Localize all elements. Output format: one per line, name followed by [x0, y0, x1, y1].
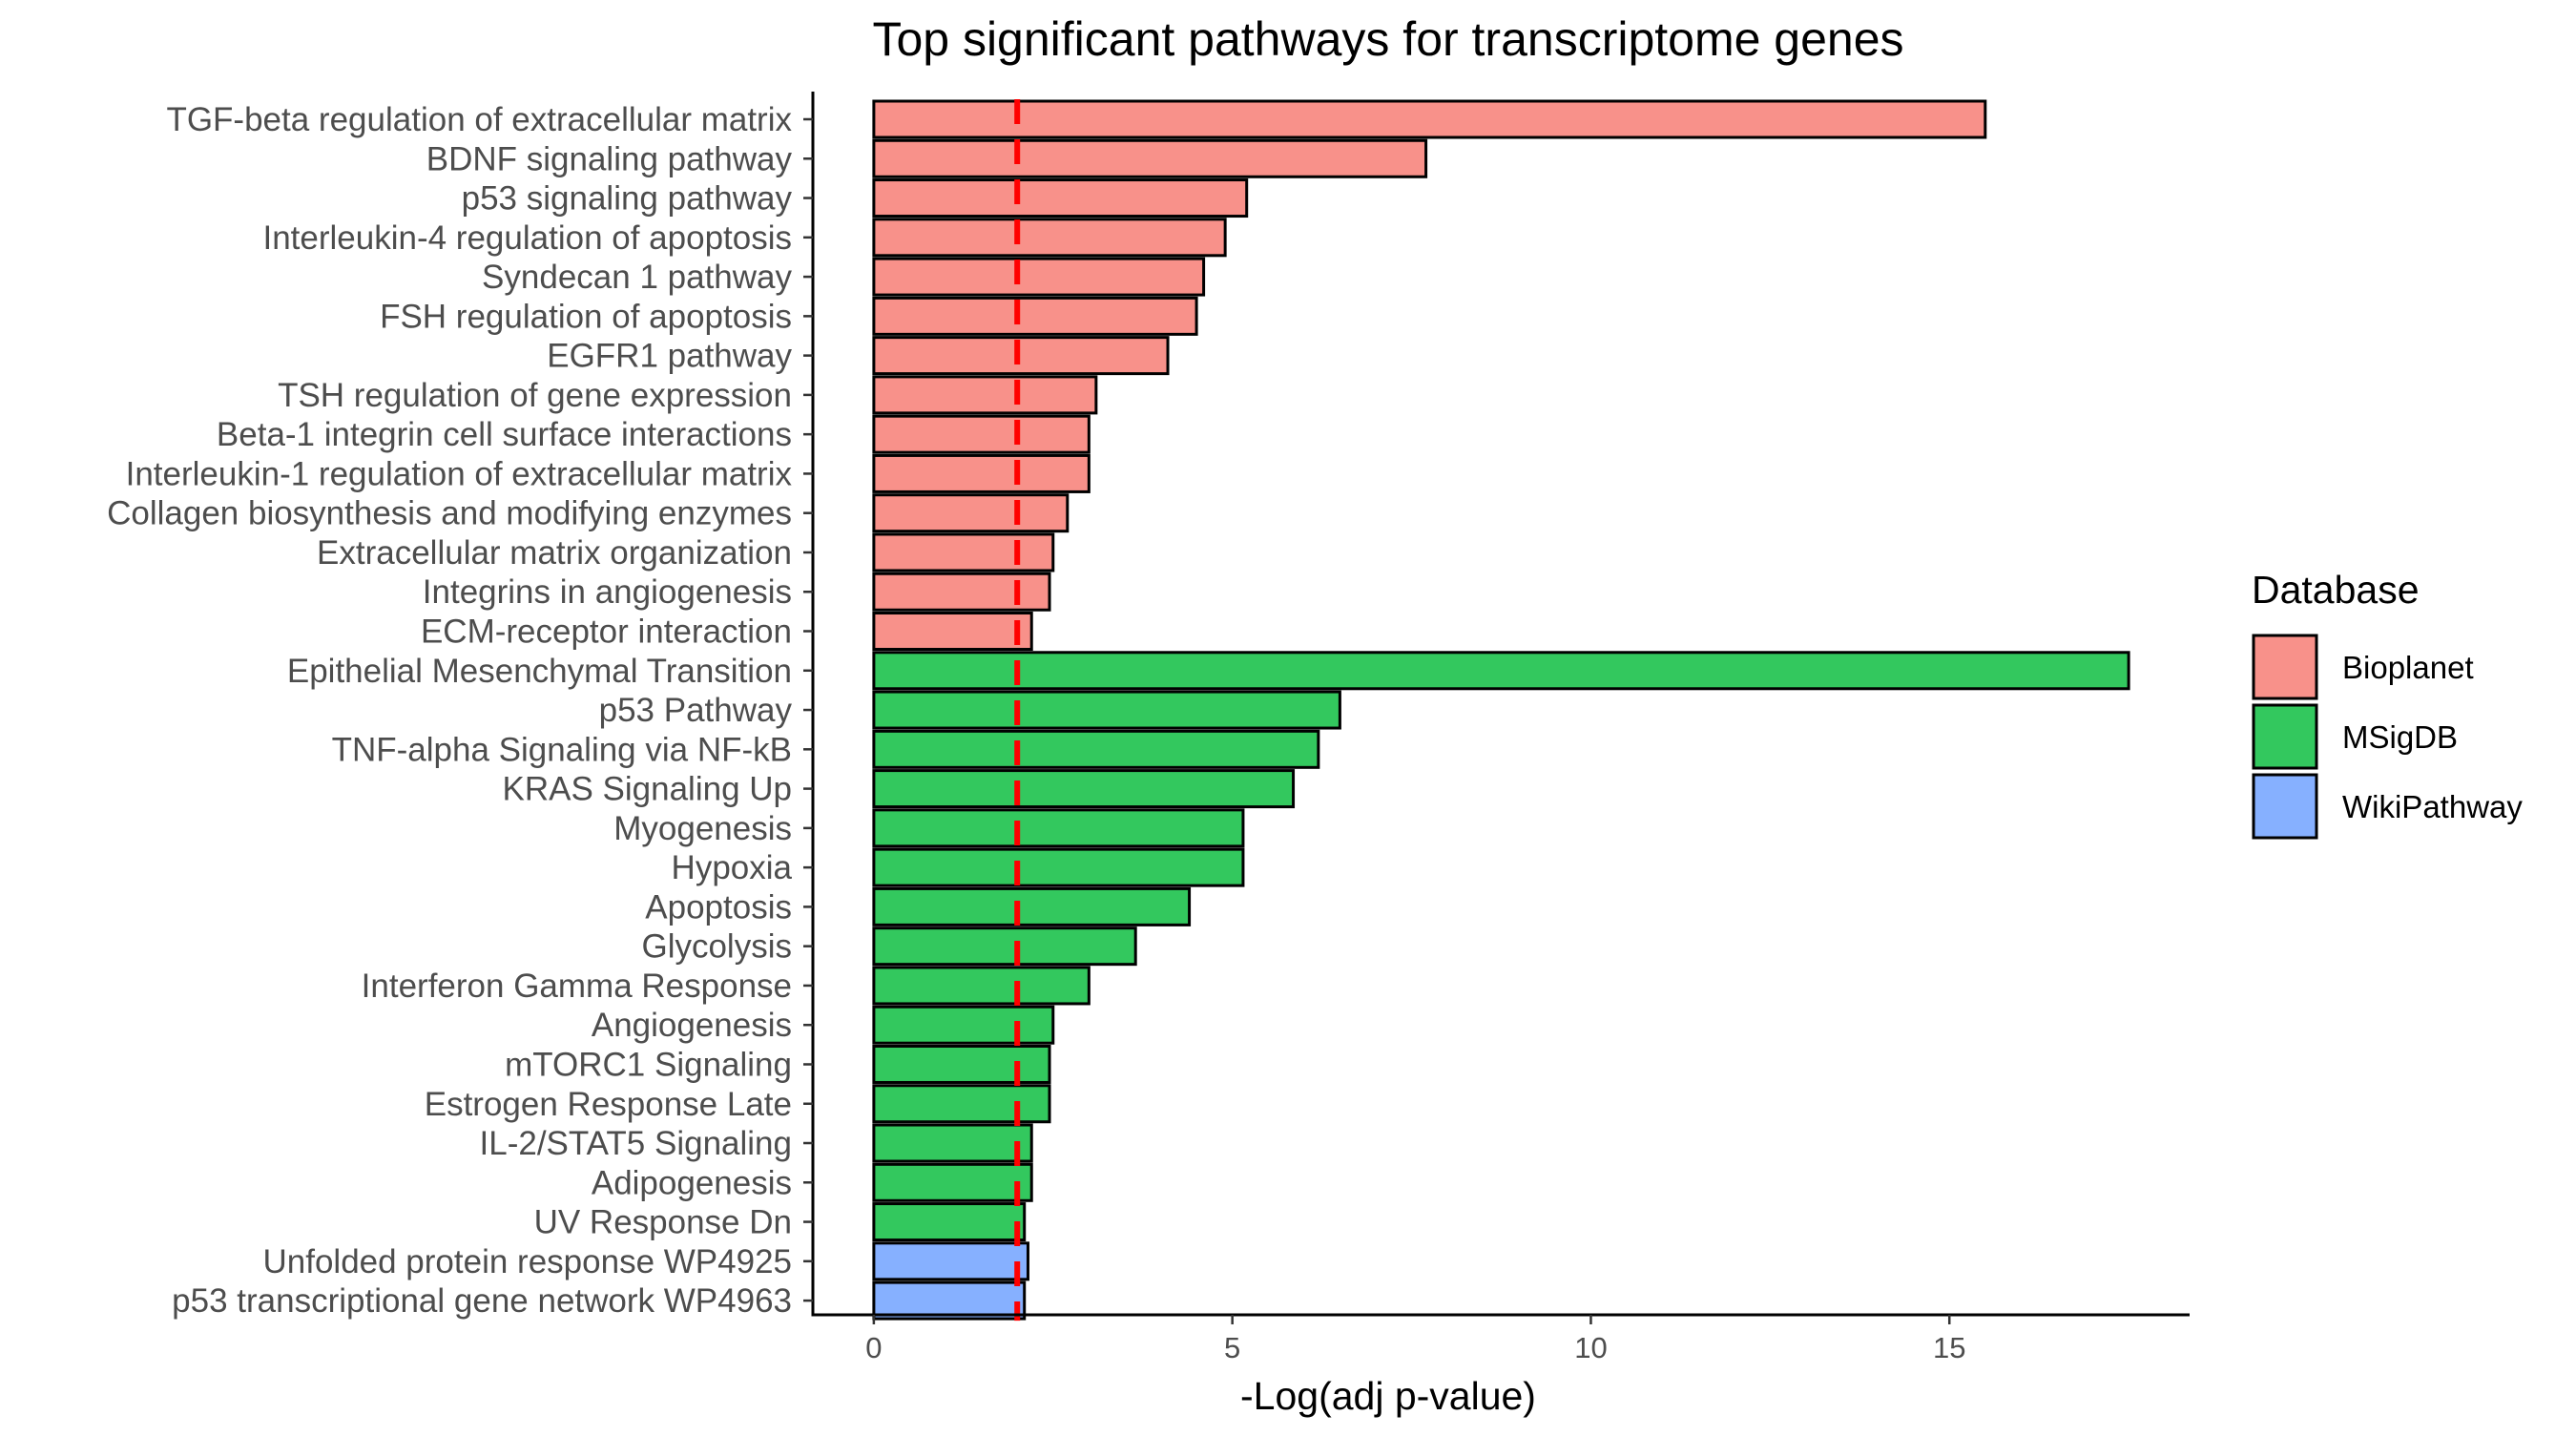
bar	[872, 453, 1091, 493]
y-tick-label: TNF-alpha Signaling via NF-kB	[332, 731, 792, 768]
y-tick-label: TSH regulation of gene expression	[278, 377, 792, 414]
y-tick-label: Interferon Gamma Response	[362, 968, 792, 1005]
bar	[872, 769, 1296, 809]
legend-swatch	[2252, 703, 2318, 770]
bar	[872, 1241, 1029, 1281]
bar	[872, 612, 1033, 652]
y-tick-label: Unfolded protein response WP4925	[262, 1243, 792, 1280]
legend-label: WikiPathway	[2342, 789, 2523, 824]
y-tick-label: Extracellular matrix organization	[317, 534, 792, 572]
bar	[872, 375, 1098, 415]
bar	[872, 886, 1192, 926]
bar	[872, 847, 1245, 887]
legend-label: MSigDB	[2342, 719, 2458, 755]
y-tick-label: FSH regulation of apoptosis	[380, 298, 792, 335]
bar	[872, 1044, 1051, 1084]
x-tick-label: 5	[1224, 1331, 1240, 1364]
y-tick-label: EGFR1 pathway	[547, 338, 792, 375]
bar	[872, 178, 1249, 219]
bar	[872, 138, 1428, 178]
bar	[872, 651, 2130, 691]
bar	[872, 690, 1341, 730]
y-tick-label: p53 transcriptional gene network WP4963	[172, 1282, 792, 1320]
y-tick-label: ECM-receptor interaction	[421, 614, 792, 651]
y-tick-label: Myogenesis	[613, 810, 792, 847]
x-tick-label: 10	[1574, 1331, 1607, 1364]
legend-swatch	[2252, 773, 2318, 840]
bar	[872, 493, 1070, 533]
bar	[872, 336, 1170, 376]
bar	[872, 99, 1987, 139]
x-axis-title: -Log(adj p-value)	[1240, 1374, 1536, 1418]
y-tick-label: Apoptosis	[645, 888, 792, 926]
y-tick-label: Epithelial Mesenchymal Transition	[287, 653, 792, 690]
y-tick-label: p53 Pathway	[599, 692, 793, 729]
x-tick-label: 15	[1933, 1331, 1965, 1364]
bar	[872, 572, 1051, 612]
legend: Database Bioplanet MSigDB WikiPathway	[2252, 568, 2523, 840]
bar	[872, 808, 1245, 848]
bar	[872, 1084, 1051, 1124]
y-tick-label: Interleukin-4 regulation of apoptosis	[262, 219, 792, 257]
x-tick-label: 0	[865, 1331, 882, 1364]
y-tick-label: Collagen biosynthesis and modifying enzy…	[107, 495, 792, 532]
bar	[872, 532, 1055, 572]
y-tick-label: UV Response Dn	[534, 1204, 792, 1241]
y-tick-labels: TGF-beta regulation of extracellular mat…	[107, 101, 792, 1320]
bar	[872, 926, 1137, 967]
bar	[872, 729, 1320, 769]
y-tick-label: Estrogen Response Late	[425, 1086, 792, 1123]
bars-layer	[872, 99, 2130, 1321]
y-tick-label: Angiogenesis	[592, 1007, 792, 1044]
y-tick-label: BDNF signaling pathway	[426, 140, 793, 177]
y-tick-label: Glycolysis	[641, 928, 792, 966]
legend-swatch	[2252, 634, 2318, 700]
y-tick-label: Integrins in angiogenesis	[423, 573, 792, 611]
bar	[872, 1162, 1033, 1202]
y-tick-label: IL-2/STAT5 Signaling	[480, 1125, 792, 1162]
bar	[872, 1202, 1027, 1242]
y-tick-label: Adipogenesis	[592, 1164, 792, 1201]
bar	[872, 1123, 1033, 1163]
chart-title: Top significant pathways for transcripto…	[872, 12, 1903, 66]
bar	[872, 218, 1227, 258]
x-tick-labels: 0 5 10 15	[865, 1331, 1965, 1364]
y-tick-label: Beta-1 integrin cell surface interaction…	[217, 416, 792, 453]
bar	[872, 296, 1198, 336]
bar	[872, 1005, 1055, 1045]
y-tick-label: mTORC1 Signaling	[505, 1046, 792, 1083]
bar	[872, 257, 1206, 297]
y-tick-label: p53 signaling pathway	[462, 180, 793, 218]
y-tick-label: Interleukin-1 regulation of extracellula…	[126, 455, 793, 492]
bar	[872, 1280, 1027, 1321]
y-tick-label: Hypoxia	[672, 849, 793, 886]
y-tick-label: TGF-beta regulation of extracellular mat…	[166, 101, 792, 138]
legend-title: Database	[2252, 568, 2420, 612]
bar	[872, 966, 1091, 1006]
y-tick-label: KRAS Signaling Up	[503, 771, 793, 808]
axes-layer	[803, 92, 2190, 1324]
bar	[872, 414, 1091, 454]
y-tick-label: Syndecan 1 pathway	[482, 259, 792, 296]
legend-label: Bioplanet	[2342, 650, 2474, 685]
legend-items: Bioplanet MSigDB WikiPathway	[2252, 634, 2523, 840]
